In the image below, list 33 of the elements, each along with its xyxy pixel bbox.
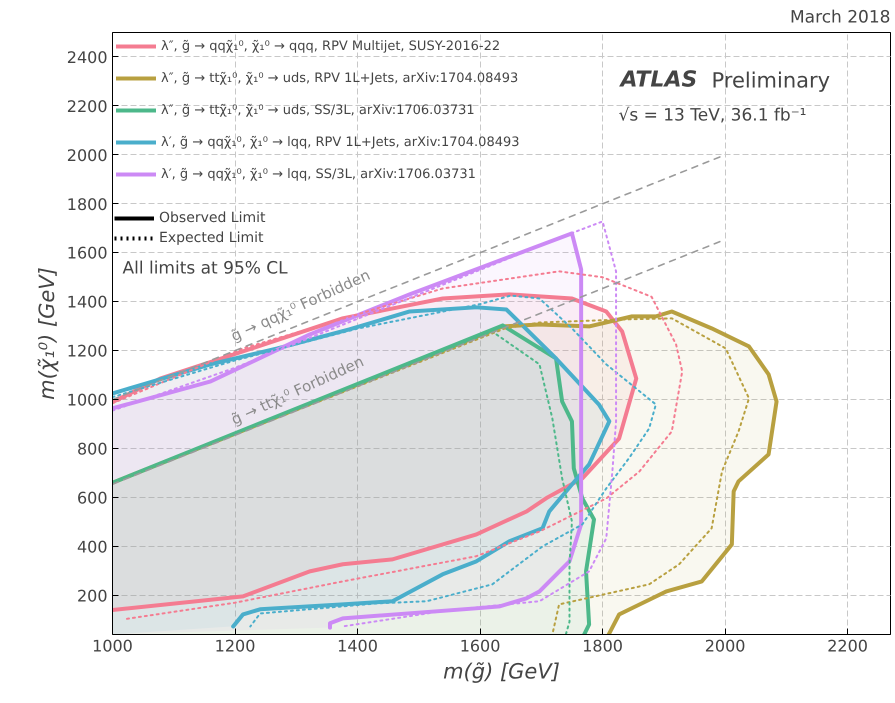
x-tick-label: 1400 — [337, 636, 378, 656]
y-tick-label: 200 — [76, 586, 108, 606]
annotation: √s = 13 TeV, 36.1 fb⁻¹ — [618, 106, 806, 126]
y-tick-label: 2400 — [66, 48, 108, 67]
y-tick-label: 800 — [76, 440, 108, 459]
legend-label: λ′, g̃ → qqχ̃₁⁰, χ̃₁⁰ → lqq, RPV 1L+Jets, arXiv:1704.08493 — [161, 134, 520, 150]
y-tick-label: 1800 — [66, 194, 108, 214]
annotation: Preliminary — [712, 68, 830, 92]
legend-label: λ″, g̃ → ttχ̃₁⁰, χ̃₁⁰ → uds, SS/3L, arXiv:1706.03731 — [161, 102, 475, 118]
annotation: ATLAS — [618, 68, 698, 92]
x-tick-label: 1800 — [582, 636, 623, 656]
annotation: Observed Limit — [159, 210, 266, 226]
y-tick-label: 1000 — [66, 390, 108, 410]
legend-label: λ″, g̃ → ttχ̃₁⁰, χ̃₁⁰ → uds, RPV 1L+Jets, arXiv:1704.08493 — [161, 70, 518, 86]
y-axis-title: m(χ̃₁⁰) [GeV] — [34, 267, 59, 400]
x-axis-title: m(g̃) [GeV] — [443, 660, 560, 684]
y-tick-label: 1200 — [66, 342, 108, 361]
legend-label: λ′, g̃ → qqχ̃₁⁰, χ̃₁⁰ → lqq, SS/3L, arXiv:1706.03731 — [161, 166, 476, 182]
annotation: Expected Limit — [159, 230, 264, 246]
y-tick-label: 2200 — [66, 96, 108, 116]
legend-label: λ″, g̃ → qqχ̃₁⁰, χ̃₁⁰ → qqq, RPV Multijet, SUSY-2016-22 — [161, 38, 500, 54]
y-tick-label: 1400 — [66, 292, 108, 312]
x-tick-label: 1200 — [214, 636, 256, 656]
x-tick-label: 2200 — [827, 636, 868, 656]
x-tick-label: 1600 — [460, 636, 500, 656]
y-tick-label: 2000 — [66, 146, 108, 165]
chart-title: March 2018 — [790, 8, 891, 28]
y-tick-label: 400 — [76, 537, 108, 556]
x-tick-label: 1000 — [92, 636, 133, 656]
y-tick-label: 1600 — [66, 244, 108, 263]
x-tick-label: 2000 — [704, 636, 746, 656]
annotation: All limits at 95% CL — [122, 258, 288, 278]
y-tick-label: 600 — [76, 488, 108, 508]
